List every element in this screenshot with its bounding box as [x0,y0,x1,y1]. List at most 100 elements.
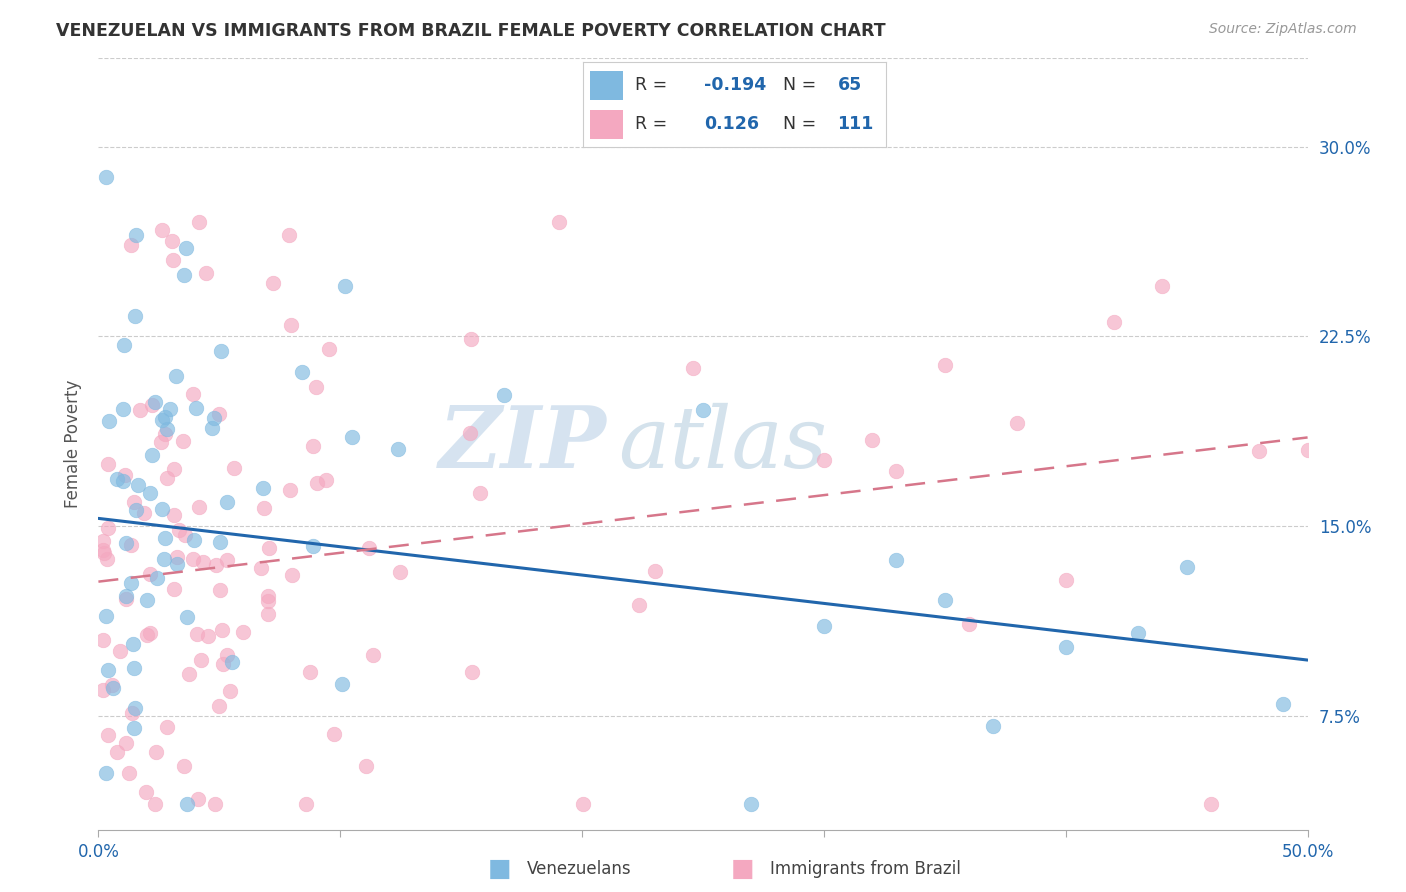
Immigrants from Brazil [1152,279,1174,293]
Immigrants from Brazil [860,434,883,448]
Immigrants from Brazil [204,797,226,812]
Immigrants from Brazil [280,318,302,332]
Immigrants from Brazil [163,582,186,596]
Venezuelans [139,485,162,500]
Immigrants from Brazil [91,543,114,558]
Venezuelans [127,477,149,491]
Text: R =: R = [636,77,672,95]
Immigrants from Brazil [129,403,152,417]
Immigrants from Brazil [813,453,835,467]
Immigrants from Brazil [186,627,208,641]
Immigrants from Brazil [232,625,254,640]
Immigrants from Brazil [172,434,194,448]
Venezuelans [94,170,117,185]
Immigrants from Brazil [215,553,238,567]
Venezuelans [183,533,205,548]
Immigrants from Brazil [205,558,228,572]
Venezuelans [1272,697,1295,711]
Immigrants from Brazil [305,475,328,490]
Venezuelans [174,241,197,255]
Venezuelans [146,571,169,585]
Venezuelans [208,535,231,549]
Venezuelans [340,429,363,443]
Immigrants from Brazil [315,473,337,487]
Venezuelans [159,402,181,417]
Immigrants from Brazil [363,648,385,662]
Immigrants from Brazil [354,759,377,773]
Venezuelans [143,395,166,409]
Immigrants from Brazil [277,228,299,243]
Immigrants from Brazil [682,361,704,376]
Venezuelans [209,344,232,359]
Immigrants from Brazil [318,342,340,356]
Immigrants from Brazil [1007,416,1029,430]
Immigrants from Brazil [388,566,411,580]
Venezuelans [111,402,134,417]
Immigrants from Brazil [138,625,160,640]
Immigrants from Brazil [114,468,136,483]
Immigrants from Brazil [208,582,231,597]
Immigrants from Brazil [174,527,197,541]
Immigrants from Brazil [177,667,200,681]
Venezuelans [114,536,136,550]
Venezuelans [150,502,173,516]
Immigrants from Brazil [191,555,214,569]
Immigrants from Brazil [162,234,184,248]
Immigrants from Brazil [257,589,280,603]
Text: N =: N = [783,77,821,95]
Venezuelans [125,228,148,243]
Immigrants from Brazil [222,461,245,475]
Immigrants from Brazil [97,521,120,535]
Immigrants from Brazil [197,629,219,643]
Immigrants from Brazil [187,500,209,514]
Immigrants from Brazil [153,426,176,441]
Immigrants from Brazil [101,678,124,692]
Venezuelans [1128,626,1150,640]
Immigrants from Brazil [259,541,281,555]
Immigrants from Brazil [886,464,908,478]
Immigrants from Brazil [183,551,205,566]
Immigrants from Brazil [173,759,195,773]
Immigrants from Brazil [166,549,188,564]
Immigrants from Brazil [91,534,114,549]
Venezuelans [121,637,143,651]
Text: ZIP: ZIP [439,402,606,485]
FancyBboxPatch shape [589,110,623,139]
Venezuelans [692,402,714,417]
Immigrants from Brazil [305,380,328,394]
Immigrants from Brazil [357,541,380,555]
Venezuelans [202,411,225,425]
Venezuelans [301,540,323,554]
Immigrants from Brazil [120,238,142,252]
Venezuelans [221,656,243,670]
Venezuelans [141,448,163,462]
Immigrants from Brazil [257,607,280,621]
Venezuelans [105,472,128,486]
Venezuelans [934,593,956,607]
Immigrants from Brazil [470,486,492,500]
Immigrants from Brazil [115,736,138,750]
Immigrants from Brazil [212,657,235,671]
Immigrants from Brazil [215,648,238,662]
Venezuelans [124,310,146,324]
Immigrants from Brazil [256,594,278,608]
Immigrants from Brazil [628,598,651,612]
Immigrants from Brazil [253,501,276,516]
Immigrants from Brazil [1249,443,1271,458]
Immigrants from Brazil [208,407,231,421]
Text: Immigrants from Brazil: Immigrants from Brazil [770,860,962,878]
Immigrants from Brazil [218,684,240,698]
Immigrants from Brazil [250,560,273,574]
Venezuelans [112,475,135,489]
Venezuelans [173,268,195,282]
Immigrants from Brazil [93,546,115,560]
Venezuelans [120,575,142,590]
Venezuelans [1054,640,1077,655]
Immigrants from Brazil [132,506,155,520]
Immigrants from Brazil [1054,573,1077,587]
Y-axis label: Female Poverty: Female Poverty [63,380,82,508]
Venezuelans [813,619,835,633]
Immigrants from Brazil [957,617,980,632]
Text: VENEZUELAN VS IMMIGRANTS FROM BRAZIL FEMALE POVERTY CORRELATION CHART: VENEZUELAN VS IMMIGRANTS FROM BRAZIL FEM… [56,22,886,40]
Immigrants from Brazil [91,633,114,648]
